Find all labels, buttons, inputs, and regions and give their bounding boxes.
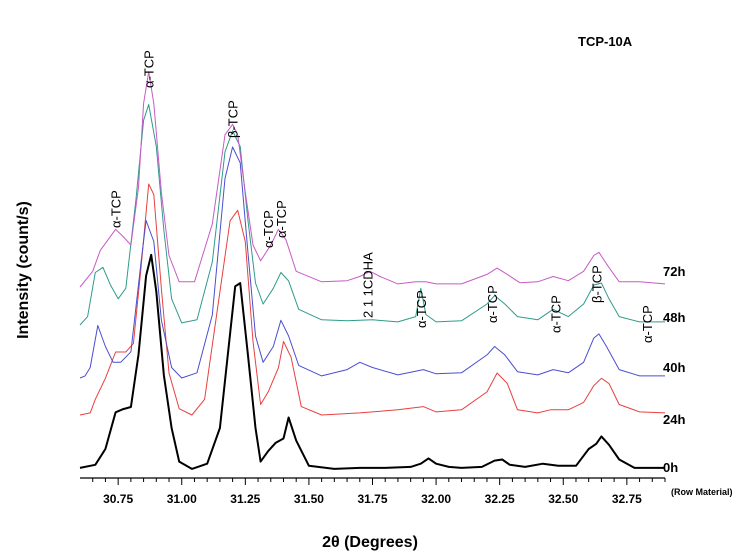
peak-label: α-TCP (261, 210, 276, 248)
x-tick-label: 32.50 (548, 492, 578, 506)
plot-lines (79, 71, 666, 470)
peak-label: α-TCP (109, 190, 124, 228)
x-axis: 30.75 31.00 31.25 31.50 31.75 32.00 32.25 32.50… (80, 477, 666, 506)
series-line-48h (79, 104, 665, 326)
peak-label: α-TCP (142, 50, 157, 88)
series-line-24h (79, 183, 666, 416)
series-label-72h: 72h (663, 264, 685, 279)
x-tick-label: 32.00 (421, 492, 451, 506)
x-tick-label: 31.50 (294, 492, 324, 506)
peak-label: α-TCP (414, 290, 429, 328)
series-line-0h (79, 253, 665, 470)
series-label-40h: 40h (663, 360, 685, 375)
peak-label: α-TCP (485, 285, 500, 323)
series-label-48h: 48h (663, 310, 685, 325)
peak-label: α-TCP (274, 200, 289, 238)
x-tick-label: 31.25 (230, 492, 260, 506)
peak-label: 2 1 1CDHA (360, 252, 375, 318)
x-tick-label: 32.25 (485, 492, 515, 506)
series-labels: 0h 24h 40h 48h 72h (663, 264, 685, 475)
series-label-24h: 24h (663, 412, 685, 427)
chart-title: TCP-10A (578, 34, 633, 49)
x-tick-label: 32.75 (612, 492, 642, 506)
series-line-40h (79, 146, 665, 379)
x-tick-label: 30.75 (103, 492, 133, 506)
y-axis-title: Intensity (count/s) (15, 201, 32, 339)
x-tick-label: 31.75 (357, 492, 387, 506)
peak-label: α-TCP (640, 305, 655, 343)
x-axis-title: 2θ (Degrees) (322, 534, 418, 551)
peak-label: β-TCP (589, 265, 604, 303)
x-tick-label: 31.00 (167, 492, 197, 506)
peak-label: β-TCP (226, 100, 241, 138)
series-label-0h: 0h (663, 460, 678, 475)
series-line-72h (79, 71, 666, 288)
row-material-note: (Row Material) (671, 487, 733, 497)
peak-label: α-TCP (549, 295, 564, 333)
